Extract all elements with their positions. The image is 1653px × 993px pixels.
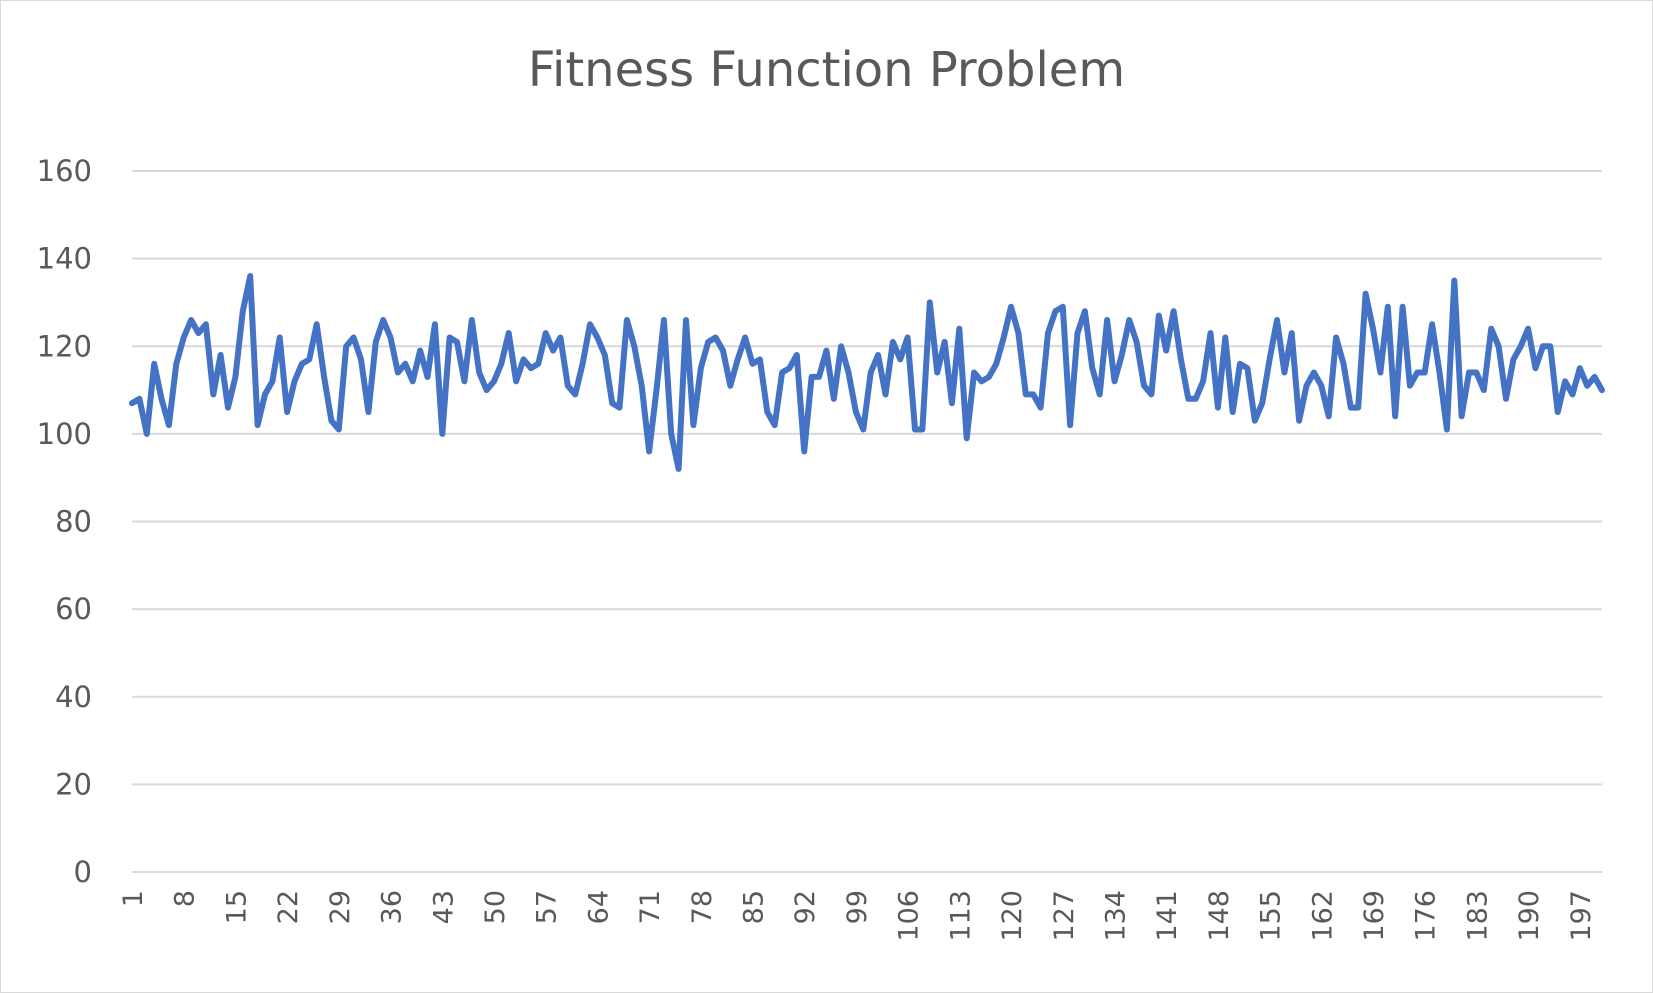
x-tick-label: 134 [1100,890,1131,942]
x-tick-label: 29 [325,890,356,924]
x-tick-label: 169 [1359,890,1390,942]
y-tick-label: 80 [55,505,92,539]
x-tick-label: 162 [1307,890,1338,942]
x-tick-label: 120 [997,890,1028,942]
y-tick-label: 120 [37,329,92,363]
gridlines [132,170,1602,873]
x-tick-label: 8 [170,890,201,907]
y-tick-label: 160 [37,154,92,188]
x-tick-label: 99 [842,890,873,924]
x-tick-label: 78 [687,890,718,924]
x-tick-label: 57 [532,890,563,924]
x-tick-label: 106 [894,890,925,942]
series-lines [129,273,1605,472]
x-tick-label: 197 [1566,890,1597,942]
y-tick-label: 60 [55,592,92,626]
x-axis-tick-labels: 1 8 15 22 29 36 43 50 57 64 71 78 85 92 99 106 113 120 127… [118,890,1597,942]
x-tick-label: 190 [1514,890,1545,942]
x-tick-label: 127 [1049,890,1080,942]
x-tick-label: 85 [739,890,770,924]
x-tick-label: 148 [1204,890,1235,942]
y-tick-label: 40 [55,680,92,714]
x-tick-label: 1 [118,890,149,907]
x-tick-label: 50 [480,890,511,924]
x-tick-label: 36 [377,890,408,924]
chart-title: Fitness Function Problem [527,42,1126,98]
x-tick-label: 183 [1462,890,1493,942]
y-tick-label: 100 [37,417,92,451]
y-tick-label: 0 [74,855,92,889]
y-tick-label: 140 [37,242,92,276]
series-line-1 [129,273,1605,472]
x-tick-label: 15 [221,890,252,924]
x-tick-label: 113 [945,890,976,942]
x-tick-label: 92 [790,890,821,924]
x-tick-label: 43 [428,890,459,924]
x-tick-label: 71 [635,890,666,924]
x-tick-label: 155 [1256,890,1287,942]
x-tick-label: 176 [1411,890,1442,942]
x-tick-label: 64 [583,890,614,924]
y-axis-tick-labels: 0 20 40 60 80 100 120 140 160 [37,154,92,889]
x-tick-label: 141 [1152,890,1183,942]
y-tick-label: 20 [55,767,92,801]
x-tick-label: 22 [273,890,304,924]
